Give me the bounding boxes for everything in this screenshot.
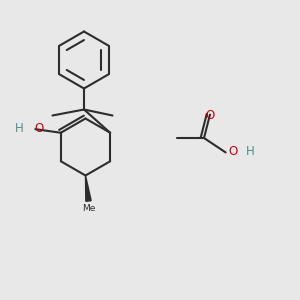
Text: H: H (246, 145, 255, 158)
Text: O: O (34, 122, 44, 135)
Text: H: H (14, 122, 23, 135)
Text: O: O (206, 109, 214, 122)
Text: O: O (229, 145, 238, 158)
Polygon shape (85, 176, 91, 201)
Text: Me: Me (82, 204, 95, 213)
